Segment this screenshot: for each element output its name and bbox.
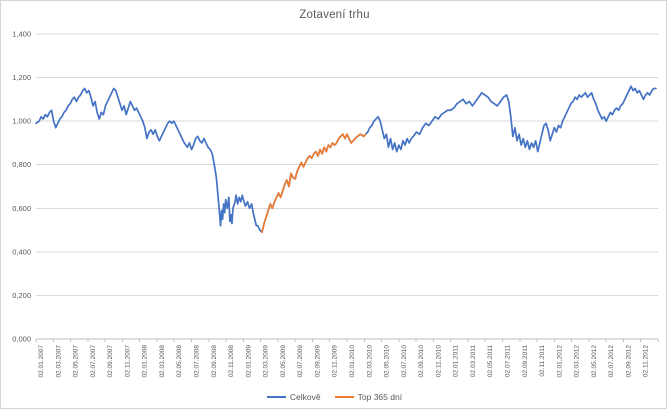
y-axis-tick-label: 0,200 <box>12 291 31 300</box>
x-axis-tick-label: 02.03.2007 <box>55 345 62 378</box>
x-axis-tick-label: 02.01.2008 <box>142 345 149 378</box>
y-axis-tick-label: 0,400 <box>12 247 31 256</box>
x-axis-tick-label: 02.11.2007 <box>124 345 131 377</box>
x-axis-tick-label: 02.09.2008 <box>211 345 218 378</box>
x-axis-tick-label: 02.03.2012 <box>574 345 581 378</box>
x-axis-tick-label: 02.07.2011 <box>505 345 512 377</box>
celkove-line-swatch-icon <box>266 396 286 398</box>
x-axis-tick-label: 02.01.2009 <box>245 345 252 378</box>
x-axis-tick-label: 02.11.2012 <box>643 345 650 377</box>
legend-label-celkove: Celkově <box>289 392 321 402</box>
chart-title: Zotavení trhu <box>299 9 370 21</box>
y-axis-tick-label: 1,200 <box>12 73 31 82</box>
x-axis-tick-label: 02.03.2008 <box>159 345 166 378</box>
x-axis-tick-label: 02.05.2011 <box>487 345 494 377</box>
y-axis-tick-label: 0,800 <box>12 160 31 169</box>
x-axis-tick-label: 02.11.2008 <box>228 345 235 377</box>
x-axis-tick-label: 02.11.2010 <box>435 345 442 377</box>
x-axis-tick-label: 02.07.2008 <box>194 345 201 378</box>
x-axis-tick-label: 02.01.2010 <box>349 345 356 378</box>
x-axis-tick-label: 02.09.2011 <box>522 345 529 377</box>
x-axis-tick-label: 02.07.2012 <box>608 345 615 378</box>
x-axis-tick-label: 02.01.2007 <box>38 345 45 378</box>
x-axis-tick-label: 02.11.2009 <box>332 345 339 377</box>
x-axis-tick-label: 02.05.2009 <box>280 345 287 378</box>
x-axis-tick-label: 02.03.2010 <box>366 345 373 378</box>
x-axis-tick-label: 02.07.2009 <box>297 345 304 378</box>
legend-item-celkove: Celkově <box>266 392 321 402</box>
x-axis-tick-label: 02.01.2012 <box>556 345 563 378</box>
x-axis-tick-label: 02.03.2009 <box>263 345 270 378</box>
y-axis-tick-label: 0,000 <box>12 335 31 344</box>
x-axis-tick-label: 02.09.2010 <box>418 345 425 378</box>
legend-label-top365: Top 365 dní <box>357 392 403 402</box>
series-line-top365 <box>261 133 367 234</box>
legend: Celkově Top 365 dní <box>1 392 666 402</box>
x-axis-tick-label: 02.09.2009 <box>314 345 321 378</box>
x-axis-tick-label: 02.05.2008 <box>176 345 183 378</box>
y-axis-tick-label: 1,000 <box>12 117 31 126</box>
x-axis-tick-label: 02.03.2011 <box>470 345 477 377</box>
x-axis-tick-label: 02.07.2007 <box>90 345 97 378</box>
top365-line-swatch-icon <box>334 396 354 398</box>
x-axis-tick-label: 02.05.2007 <box>73 345 80 378</box>
x-axis-tick-label: 02.05.2012 <box>591 345 598 378</box>
x-axis-tick-label: 02.09.2012 <box>625 345 632 378</box>
x-axis-tick-label: 02.09.2007 <box>107 345 114 378</box>
x-axis-tick-label: 02.05.2010 <box>384 345 391 378</box>
series-line-celkove <box>35 85 657 234</box>
y-axis-tick-label: 0,600 <box>12 204 31 213</box>
x-axis-tick-label: 02.01.2011 <box>453 345 460 377</box>
x-axis-tick-label: 02.07.2010 <box>401 345 408 378</box>
legend-item-top365: Top 365 dní <box>334 392 403 402</box>
x-axis-tick-label: 02.11.2011 <box>539 345 546 377</box>
y-axis-tick-label: 1,400 <box>12 30 31 39</box>
